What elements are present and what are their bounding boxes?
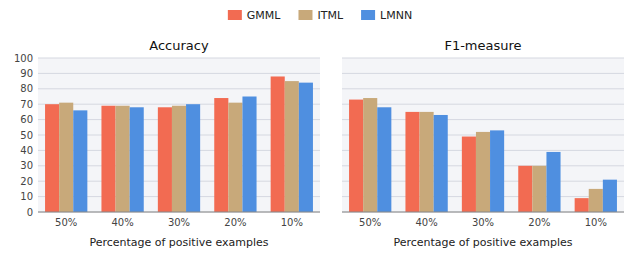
bar [186, 104, 200, 212]
bar [434, 115, 448, 212]
x-tick-label: 50% [55, 217, 77, 228]
y-tick-label: 50 [20, 130, 33, 141]
y-tick-label: 30 [20, 160, 33, 171]
bar [363, 98, 377, 212]
legend-label: ITML [317, 9, 343, 22]
bar [462, 137, 476, 212]
bar [228, 103, 242, 212]
bar [518, 166, 532, 212]
chart-title: F1-measure [444, 38, 521, 53]
bar [299, 83, 313, 212]
bar [73, 110, 87, 212]
legend-swatch [228, 10, 242, 20]
grid-line [342, 73, 624, 74]
y-tick-label: 0 [27, 207, 33, 218]
y-tick-label: 20 [20, 176, 33, 187]
bar [101, 106, 115, 212]
x-tick-label: 10% [585, 217, 607, 228]
bars [349, 98, 617, 212]
grid-line [342, 58, 624, 59]
grid-line [342, 104, 624, 105]
y-tick-label: 40 [20, 145, 33, 156]
bar [476, 132, 490, 212]
bar [242, 97, 256, 213]
y-tick-label: 10 [20, 191, 33, 202]
bar [349, 100, 363, 212]
bar [172, 106, 186, 212]
x-axis-label: Percentage of positive examples [89, 236, 268, 249]
bar [589, 189, 603, 212]
bar [158, 107, 172, 212]
legend: GMML ITML LMNN [228, 9, 412, 22]
chart-title: Accuracy [149, 38, 209, 53]
chart-panel: 0 10 20 30 40 50 60 70 80 90 100 50% 40% 30% 20% 10% Per… [14, 38, 320, 249]
grid-line [38, 212, 320, 213]
y-tick-label: 60 [20, 114, 33, 125]
bar [45, 104, 59, 212]
plot-area [342, 58, 624, 212]
grid-line [38, 58, 320, 59]
x-axis-line [342, 212, 624, 213]
x-tick-label: 40% [415, 217, 437, 228]
legend-label: LMNN [380, 9, 412, 22]
bar [116, 106, 130, 212]
y-tick-label: 70 [20, 99, 33, 110]
bar [575, 198, 589, 212]
x-tick-label: 30% [168, 217, 190, 228]
x-tick-label: 30% [472, 217, 494, 228]
x-tick-label: 10% [281, 217, 303, 228]
y-tick-label: 100 [14, 53, 33, 64]
y-tick-label: 80 [20, 83, 33, 94]
x-axis-label: Percentage of positive examples [393, 236, 572, 249]
legend-swatch [361, 10, 375, 20]
x-tick-label: 40% [111, 217, 133, 228]
legend-swatch [298, 10, 312, 20]
x-tick-label: 20% [224, 217, 246, 228]
grid-line [342, 212, 624, 213]
chart-panel: 50% 40% 30% 20% 10% Percentage of positive ex… [342, 38, 624, 249]
figure: 0 10 20 30 40 50 60 70 80 90 100 50% 40% 30% 20% 10% Per… [0, 0, 640, 274]
bar [603, 180, 617, 212]
x-tick-label: 20% [528, 217, 550, 228]
x-tick-label: 50% [359, 217, 381, 228]
grid-line [342, 88, 624, 89]
x-axis-line [38, 212, 320, 213]
bar [532, 166, 546, 212]
bar [271, 76, 285, 212]
bar [377, 107, 391, 212]
bar [405, 112, 419, 212]
bar [285, 81, 299, 212]
bars [45, 76, 313, 212]
bar [59, 103, 73, 212]
bar [420, 112, 434, 212]
plot-area [38, 58, 320, 212]
bar [490, 130, 504, 212]
legend-label: GMML [247, 9, 282, 22]
background [0, 0, 640, 274]
grid-line [38, 73, 320, 74]
bar [214, 98, 228, 212]
bar [546, 152, 560, 212]
bar [130, 107, 144, 212]
y-tick-label: 90 [20, 68, 33, 79]
